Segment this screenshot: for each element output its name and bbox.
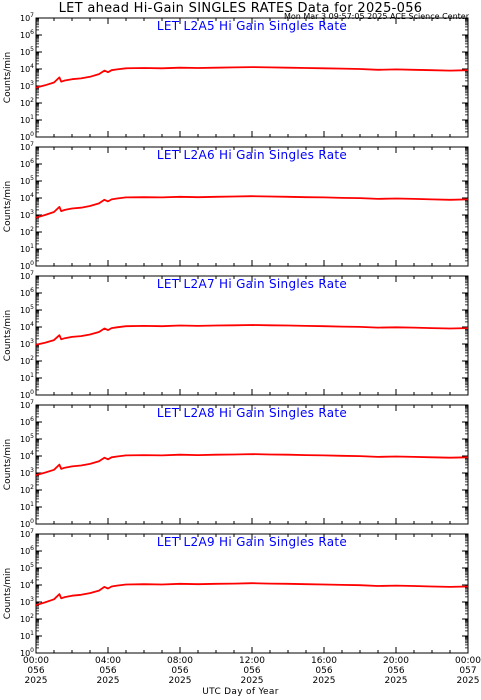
series-line	[35, 324, 469, 346]
panel-title: LET L2A5 Hi Gain Singles Rate	[157, 19, 347, 33]
y-tick-label: 100	[20, 518, 34, 529]
y-tick-label: 105	[20, 304, 34, 315]
y-axis-label: Counts/min	[3, 181, 13, 232]
y-tick-label: 105	[20, 562, 34, 573]
y-tick-label: 104	[20, 63, 34, 74]
y-axis-label: Counts/min	[3, 52, 13, 103]
y-tick-label: 106	[20, 158, 34, 169]
y-tick-label: 105	[20, 46, 34, 57]
series-line	[35, 195, 469, 219]
y-tick-label: 101	[20, 630, 34, 641]
y-tick-label: 107	[20, 12, 34, 23]
x-tick-label: 2025	[25, 676, 48, 686]
y-tick-label: 103	[20, 596, 34, 607]
y-tick-label: 101	[20, 501, 34, 512]
y-tick-label: 102	[20, 484, 34, 495]
x-tick-label: 056	[243, 666, 260, 676]
y-tick-label: 100	[20, 260, 34, 271]
panel-frame	[35, 146, 469, 267]
x-tick-label: 2025	[241, 676, 264, 686]
y-tick-label: 102	[20, 613, 34, 624]
y-tick-label: 100	[20, 647, 34, 658]
timestamp: Mon Mar 3 09:57:05 2025 ACE Science Cent…	[283, 12, 469, 21]
y-tick-label: 103	[20, 209, 34, 220]
series-line	[35, 453, 469, 476]
y-tick-label: 107	[20, 399, 34, 410]
x-tick-label: 056	[387, 666, 404, 676]
y-tick-label: 100	[20, 389, 34, 400]
panel-frame	[35, 404, 469, 525]
x-tick-label: 2025	[457, 676, 480, 686]
panel-title: LET L2A8 Hi Gain Singles Rate	[157, 406, 347, 420]
panel-frame	[35, 17, 469, 138]
y-tick-label: 103	[20, 338, 34, 349]
x-tick-label: 056	[171, 666, 188, 676]
x-tick-label: 056	[27, 666, 44, 676]
y-tick-label: 104	[20, 579, 34, 590]
x-tick-label: 056	[315, 666, 332, 676]
y-tick-label: 107	[20, 270, 34, 281]
y-axis-label: Counts/min	[3, 310, 13, 361]
x-tick-label: 2025	[313, 676, 336, 686]
y-tick-label: 102	[20, 355, 34, 366]
x-axis-label: UTC Day of Year	[202, 687, 279, 697]
y-tick-label: 102	[20, 97, 34, 108]
y-tick-label: 103	[20, 467, 34, 478]
x-tick-label: 12:00	[239, 656, 265, 666]
x-tick-label: 00:00	[455, 656, 481, 666]
y-axis-label: Counts/min	[3, 568, 13, 619]
panel-title: LET L2A7 Hi Gain Singles Rate	[157, 277, 347, 291]
y-tick-label: 101	[20, 114, 34, 125]
y-tick-label: 106	[20, 29, 34, 40]
x-tick-label: 056	[99, 666, 116, 676]
panel-frame	[35, 275, 469, 396]
x-tick-label: 057	[459, 666, 476, 676]
y-tick-label: 106	[20, 545, 34, 556]
y-tick-label: 106	[20, 416, 34, 427]
x-tick-label: 2025	[97, 676, 120, 686]
x-tick-label: 16:00	[311, 656, 337, 666]
x-tick-label: 2025	[385, 676, 408, 686]
y-axis-label: Counts/min	[3, 439, 13, 490]
y-tick-label: 101	[20, 243, 34, 254]
x-tick-label: 04:00	[95, 656, 121, 666]
y-tick-label: 105	[20, 175, 34, 186]
y-tick-label: 107	[20, 528, 34, 539]
y-tick-label: 104	[20, 192, 34, 203]
y-tick-label: 104	[20, 321, 34, 332]
panel-frame	[35, 533, 469, 654]
y-tick-label: 101	[20, 372, 34, 383]
x-tick-label: 08:00	[167, 656, 193, 666]
y-tick-label: 100	[20, 131, 34, 142]
panel-title: LET L2A6 Hi Gain Singles Rate	[157, 148, 347, 162]
y-tick-label: 104	[20, 450, 34, 461]
x-tick-label: 2025	[169, 676, 192, 686]
series-line	[35, 582, 469, 607]
y-tick-label: 103	[20, 80, 34, 91]
y-tick-label: 107	[20, 141, 34, 152]
x-tick-label: 20:00	[383, 656, 409, 666]
y-tick-label: 105	[20, 433, 34, 444]
y-tick-label: 106	[20, 287, 34, 298]
x-tick-label: 00:00	[23, 656, 49, 666]
series-line	[35, 66, 469, 89]
panel-title: LET L2A9 Hi Gain Singles Rate	[157, 535, 347, 549]
page-title: LET ahead Hi-Gain SINGLES RATES Data for…	[58, 1, 423, 16]
y-tick-label: 102	[20, 226, 34, 237]
